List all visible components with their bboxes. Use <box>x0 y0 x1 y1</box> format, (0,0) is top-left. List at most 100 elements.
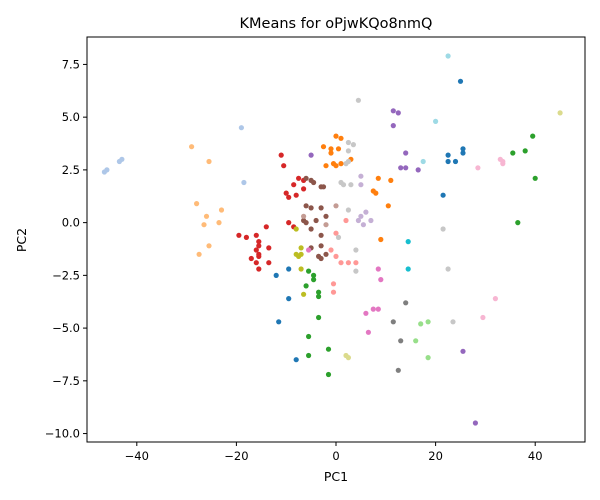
cluster-12-point <box>375 306 381 312</box>
cluster-7-point <box>345 260 351 266</box>
cluster-9-point <box>358 213 364 219</box>
cluster-1-point <box>104 167 110 173</box>
cluster-10-point <box>320 184 327 190</box>
cluster-4-point <box>303 283 309 289</box>
cluster-12-point <box>375 266 381 272</box>
cluster-6-point <box>266 245 272 251</box>
cluster-16-point <box>293 226 299 232</box>
cluster-10-point <box>318 232 324 238</box>
cluster-4-point <box>325 346 332 352</box>
cluster-5-point <box>425 355 431 361</box>
cluster-18-point <box>405 239 411 245</box>
y-tick-label: 5.0 <box>62 110 80 124</box>
cluster-5-point <box>425 319 431 325</box>
cluster-19-point <box>445 53 451 59</box>
cluster-3-point <box>201 222 207 228</box>
cluster-10-point <box>303 175 309 181</box>
cluster-13-point <box>475 165 481 171</box>
cluster-8-point <box>415 167 421 173</box>
cluster-4-point <box>515 220 521 226</box>
cluster-15-point <box>450 319 456 325</box>
cluster-6-point <box>256 243 262 249</box>
cluster-0-point <box>286 296 292 302</box>
cluster-10-point <box>303 203 309 209</box>
cluster-2-point <box>378 236 384 243</box>
cluster-10-point <box>311 179 317 186</box>
x-tick-label: 20 <box>428 449 443 463</box>
cluster-9-point <box>363 209 369 215</box>
cluster-8-point <box>403 150 409 156</box>
x-tick-label: −40 <box>125 449 149 463</box>
y-tick-label: −2.5 <box>52 268 80 282</box>
y-axis: −10.0 −7.5 −5.0 −2.5 0.0 2.5 5.0 7.5 <box>45 57 87 441</box>
y-tick-label: −5.0 <box>52 321 80 335</box>
cluster-2-point <box>328 150 334 156</box>
cluster-6-point <box>253 232 259 238</box>
cluster-2-point <box>388 177 394 183</box>
cluster-0-point <box>445 152 451 158</box>
cluster-17-point <box>345 355 351 361</box>
cluster-4-point <box>311 272 317 278</box>
cluster-13-point <box>480 314 486 321</box>
cluster-6-point <box>283 190 289 196</box>
cluster-16-point <box>298 245 304 251</box>
cluster-6-point <box>301 186 307 192</box>
cluster-4-point <box>306 268 312 274</box>
cluster-8-point <box>472 420 478 426</box>
cluster-15-point <box>355 97 361 103</box>
cluster-2-point <box>320 144 327 150</box>
cluster-11-point <box>323 222 329 228</box>
cluster-6-point <box>266 260 272 266</box>
cluster-10-point <box>323 251 329 257</box>
cluster-8-point <box>398 165 404 171</box>
cluster-7-point <box>333 253 339 259</box>
cluster-7-point <box>343 217 349 224</box>
y-tick-label: 2.5 <box>62 163 80 177</box>
cluster-5-point <box>413 338 419 344</box>
cluster-15-point <box>348 182 354 188</box>
cluster-6-point <box>253 260 259 266</box>
x-axis: −40 −20 0 20 40 <box>125 442 543 463</box>
cluster-9-point <box>360 222 366 228</box>
y-tick-label: −7.5 <box>52 374 80 388</box>
cluster-14-point <box>398 338 404 344</box>
cluster-19-point <box>433 118 439 124</box>
cluster-16-point <box>298 251 304 257</box>
cluster-4-point <box>510 150 516 156</box>
cluster-10-point <box>323 213 329 219</box>
cluster-0-point <box>460 150 466 156</box>
cluster-12-point <box>365 329 371 335</box>
cluster-0-point <box>440 192 446 198</box>
chart-title: KMeans for oPjwKQo8nmQ <box>240 16 433 32</box>
cluster-3-point <box>189 144 195 150</box>
cluster-6-point <box>286 194 292 200</box>
cluster-10-point <box>308 205 314 211</box>
cluster-2-point <box>385 203 391 209</box>
cluster-1-point <box>241 179 247 186</box>
cluster-7-point <box>333 230 339 236</box>
cluster-6-point <box>256 266 262 272</box>
cluster-3-point <box>218 207 225 213</box>
cluster-8-point <box>308 152 314 158</box>
cluster-4-point <box>316 289 322 295</box>
cluster-14-point <box>390 319 396 325</box>
plot-frame <box>86 36 586 443</box>
cluster-2-point <box>333 163 339 169</box>
cluster-9-point <box>355 217 361 224</box>
cluster-0-point <box>460 146 466 152</box>
cluster-6-point <box>243 234 249 240</box>
x-tick-label: 40 <box>528 449 543 463</box>
cluster-13-point <box>492 296 498 302</box>
cluster-2-point <box>338 135 344 141</box>
cluster-3-point <box>206 243 212 249</box>
cluster-6-point <box>236 232 242 238</box>
cluster-0-point <box>273 272 279 278</box>
cluster-0-point <box>445 158 451 165</box>
data-points <box>101 53 563 426</box>
cluster-18-point <box>405 266 411 272</box>
cluster-2-point <box>323 163 329 169</box>
cluster-4-point <box>522 148 528 154</box>
cluster-6-point <box>281 163 287 169</box>
cluster-0-point <box>452 158 459 165</box>
cluster-4-point <box>316 314 322 321</box>
